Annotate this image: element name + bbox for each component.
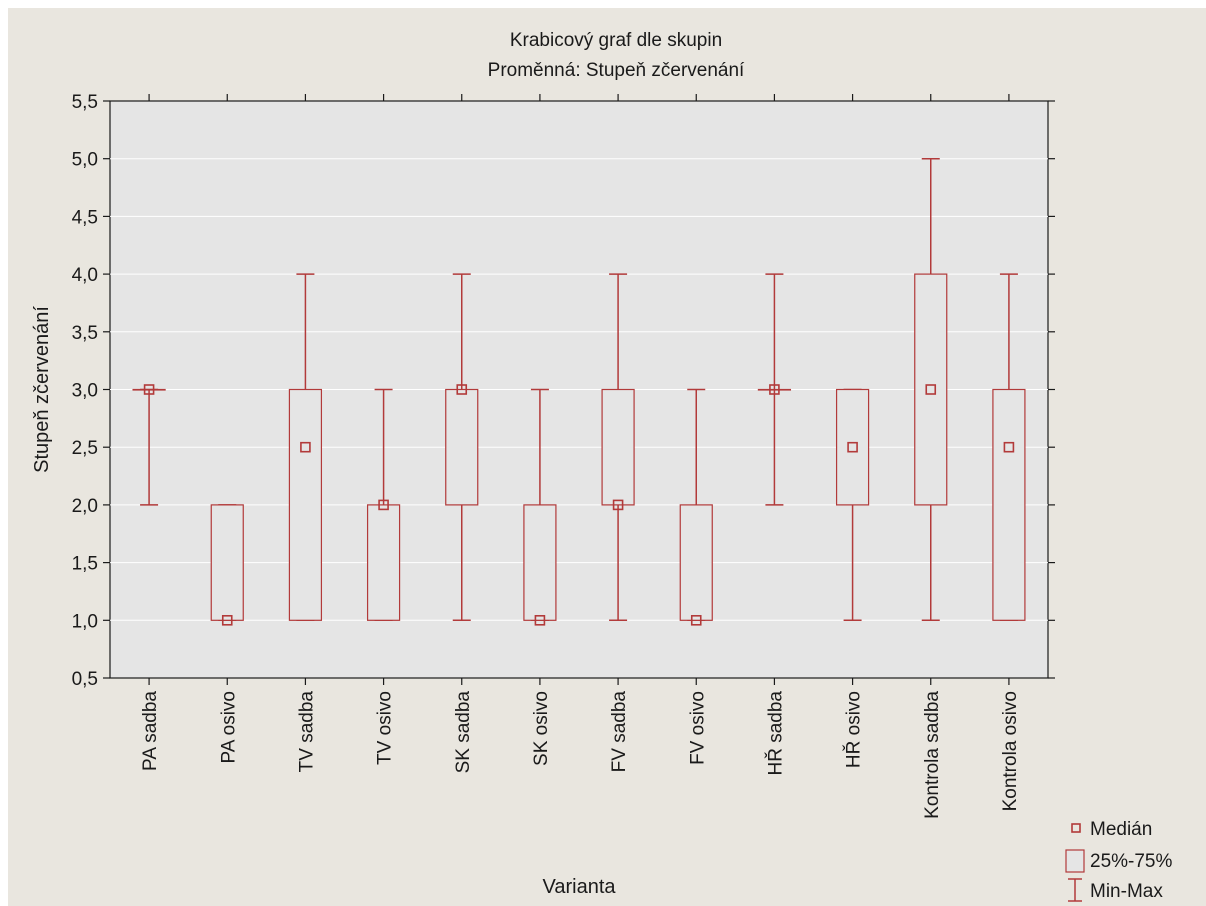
legend: Medián 25%-75% Min-Max (1065, 819, 1172, 902)
x-tick-label: FV osivo (687, 691, 708, 765)
iqr-box (679, 504, 713, 621)
chart-frame: Krabicový graf dle skupin Proměnná: Stup… (8, 8, 1206, 906)
y-tick-label: 1,0 (72, 611, 98, 632)
y-axis-title: Stupeň zčervenání (31, 306, 53, 473)
iqr-box (757, 388, 792, 391)
iqr-box (835, 388, 870, 506)
iqr-box (992, 388, 1026, 621)
iqr-box (132, 388, 166, 391)
legend-box-marker (1065, 849, 1085, 873)
iqr-box (914, 273, 948, 506)
grid-lines (110, 158, 1048, 621)
box-11 (914, 157, 948, 622)
legend-median-label: Medián (1090, 819, 1152, 840)
box-9 (757, 273, 792, 506)
y-tick-label: 4,5 (72, 207, 98, 228)
y-tick-label: 2,5 (72, 438, 98, 459)
box-8 (679, 388, 713, 626)
iqr-box (523, 504, 557, 621)
legend-whisker-label: Min-Max (1090, 881, 1163, 902)
x-tick-label: HŘ sadba (764, 691, 786, 776)
y-tick-label: 1,5 (72, 554, 98, 575)
iqr-box (366, 504, 401, 621)
median-marker (300, 441, 311, 453)
box-3 (288, 273, 323, 622)
box-2 (210, 504, 244, 626)
median-marker (221, 614, 233, 626)
y-tick-label: 0,5 (72, 669, 98, 690)
y-tick-label: 2,0 (72, 496, 98, 517)
median-marker (1003, 441, 1015, 453)
box-6 (523, 388, 557, 626)
x-tick-label: Kontrola sadba (922, 691, 943, 819)
iqr-box (445, 388, 479, 506)
median-marker (143, 384, 155, 395)
median-marker (378, 499, 389, 511)
x-tick-label: SK sadba (453, 691, 474, 774)
iqr-box (601, 388, 635, 506)
x-tick-label: SK osivo (531, 691, 552, 766)
box-1 (132, 384, 166, 506)
x-axis-title: Varianta (542, 876, 616, 898)
median-marker (690, 614, 702, 626)
x-tick-label: PA sadba (140, 691, 161, 771)
median-marker (769, 384, 780, 395)
y-tick-label: 5,5 (72, 92, 98, 113)
legend-box-label: 25%-75% (1090, 851, 1172, 872)
chart-subtitle: Proměnná: Stupeň zčervenání (488, 60, 745, 81)
axes: 0,5 1,0 1,5 2,0 2,5 3,0 3,5 4,0 4,5 5,0 5,5 PA sadb… (72, 92, 1055, 819)
x-tick-label: Kontrola osivo (1000, 691, 1021, 811)
y-tick-label: 3,0 (72, 381, 98, 402)
iqr-box (210, 504, 244, 621)
y-tick-label: 3,5 (72, 323, 98, 344)
median-marker (612, 499, 624, 511)
legend-median-marker (1071, 823, 1081, 833)
box-10 (835, 388, 870, 622)
x-tick-label: TV osivo (375, 691, 396, 765)
legend-whisker-marker (1068, 878, 1082, 902)
box-12 (992, 273, 1026, 622)
chart-title: Krabicový graf dle skupin (510, 30, 722, 51)
median-marker (847, 441, 858, 453)
iqr-box (288, 388, 323, 621)
median-marker (534, 614, 546, 626)
box-5 (445, 273, 479, 622)
median-marker (925, 384, 937, 395)
x-tick-label: PA osivo (218, 691, 239, 764)
median-marker (456, 384, 468, 395)
boxes (132, 157, 1026, 626)
box-plot-chart: Krabicový graf dle skupin Proměnná: Stup… (31, 30, 1172, 902)
box-4 (366, 388, 401, 622)
x-tick-label: FV sadba (609, 691, 630, 773)
box-7 (601, 273, 635, 622)
x-tick-label: TV sadba (296, 691, 317, 773)
y-tick-label: 5,0 (72, 150, 98, 171)
x-tick-label: HŘ osivo (843, 691, 865, 768)
y-tick-label: 4,0 (72, 265, 98, 286)
